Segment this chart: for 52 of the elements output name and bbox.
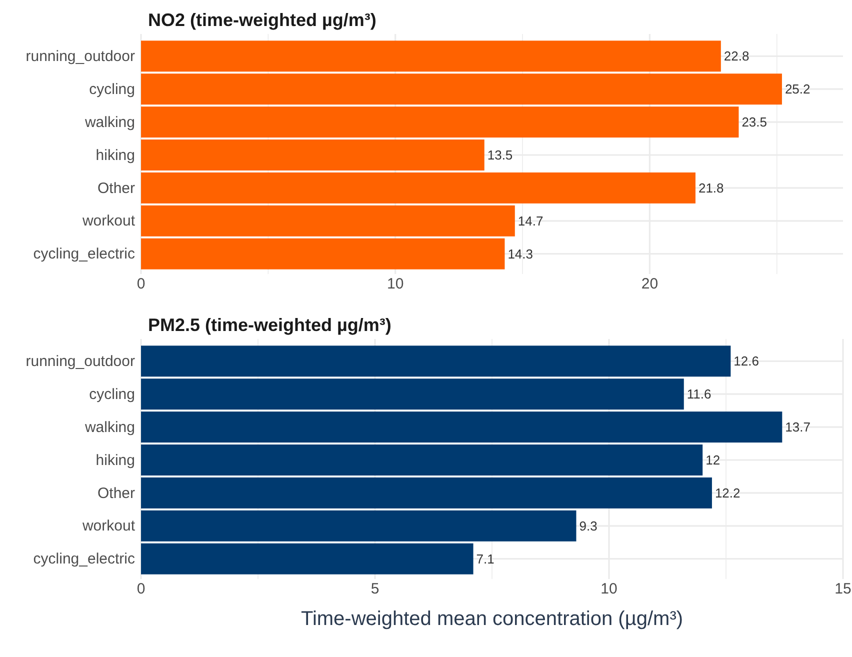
data-label: 22.8 — [724, 48, 750, 64]
bar — [141, 477, 712, 508]
data-label: 25.2 — [784, 82, 810, 97]
data-label: 14.7 — [518, 213, 544, 228]
y-tick-label: walking — [84, 418, 135, 436]
x-tick-label: 20 — [641, 276, 658, 293]
y-tick-label: cycling_electric — [33, 246, 136, 263]
y-tick-label: workout — [81, 212, 136, 230]
bar — [141, 510, 576, 542]
bar — [141, 74, 782, 105]
x-axis-title: Time-weighted mean concentration (µg/m³) — [300, 608, 684, 630]
chart-title: PM2.5 (time-weighted µg/m³) — [148, 315, 392, 335]
bar — [141, 106, 739, 138]
data-label: 11.6 — [686, 386, 712, 402]
x-tick-label: 10 — [387, 276, 404, 293]
y-tick-label: workout — [81, 518, 136, 535]
data-label: 9.3 — [579, 518, 598, 534]
bar — [141, 172, 696, 204]
bar — [141, 205, 515, 236]
bar — [141, 412, 782, 443]
y-tick-label: Other — [97, 180, 136, 197]
bar — [141, 444, 703, 476]
bar — [141, 378, 684, 410]
x-tick-label: 5 — [370, 580, 380, 598]
x-tick-label: 0 — [136, 580, 146, 598]
data-label: 14.3 — [508, 246, 534, 262]
data-label: 21.8 — [698, 180, 724, 196]
data-label: 23.5 — [742, 114, 768, 130]
y-tick-label: hiking — [96, 146, 135, 164]
y-tick-label: running_outdoor — [26, 352, 135, 370]
data-label: 12.2 — [714, 486, 740, 500]
x-tick-label: 0 — [136, 276, 146, 293]
bar — [141, 238, 505, 270]
x-tick-label: 15 — [834, 580, 852, 598]
y-tick-label: walking — [84, 114, 135, 131]
y-tick-label: running_outdoor — [26, 48, 135, 65]
bar — [141, 140, 484, 170]
chart-title: NO2 (time-weighted µg/m³) — [148, 10, 376, 30]
x-tick-label: 10 — [600, 580, 618, 598]
bar — [141, 346, 731, 377]
y-tick-label: cycling — [89, 80, 135, 98]
y-tick-label: hiking — [96, 452, 135, 469]
y-tick-label: Other — [97, 484, 136, 502]
data-label: 13.7 — [785, 420, 810, 435]
y-tick-label: cycling — [89, 386, 135, 403]
y-tick-label: cycling_electric — [33, 550, 136, 568]
bar — [141, 40, 721, 72]
data-label: 7.1 — [476, 551, 494, 566]
data-label: 12 — [706, 452, 720, 468]
data-label: 12.6 — [734, 354, 759, 369]
data-label: 13.5 — [487, 148, 513, 163]
bar — [141, 543, 474, 574]
